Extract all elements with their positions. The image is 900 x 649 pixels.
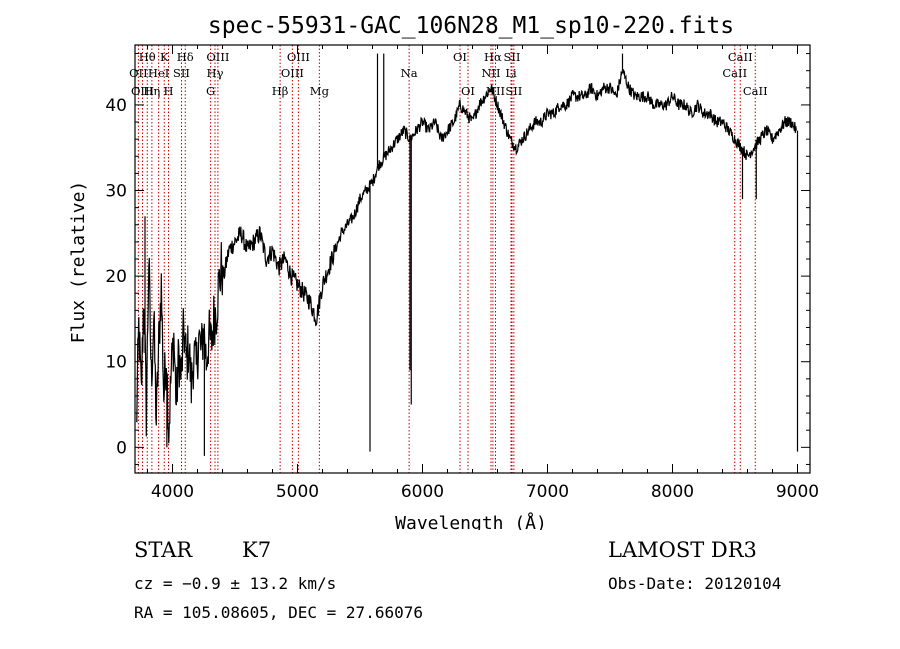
line-label-11: G [206, 84, 215, 98]
line-label-16: Na [401, 66, 418, 80]
line-label-26: CaII [722, 66, 747, 80]
y-axis-ticks: 0 10 20 30 40 [105, 53, 810, 465]
y-tick-label: 30 [105, 182, 127, 202]
line-label-14: Hβ [272, 84, 289, 98]
line-label-27: CaII [743, 84, 768, 98]
survey-name: LAMOST DR3 [608, 538, 757, 562]
spectrum-line [135, 69, 797, 444]
line-label-23: Li [505, 66, 517, 80]
line-label-18: OI [461, 84, 475, 98]
x-tick-label: 8000 [651, 482, 694, 502]
line-label-12: OIII [287, 50, 310, 64]
x-tick-label: 5000 [276, 482, 319, 502]
y-tick-label: 20 [105, 267, 127, 287]
line-label-4: HeI [148, 66, 169, 80]
object-subclass: K7 [242, 538, 272, 562]
line-label-0: Hθ [139, 50, 156, 64]
x-tick-label: 9000 [776, 482, 819, 502]
y-axis-label: Flux (relative) [68, 181, 89, 344]
spectrum-chart: spec-55931-GAC_106N28_M1_sp10-220.fits H… [68, 13, 819, 530]
line-label-25: CaII [728, 50, 753, 64]
x-tick-label: 7000 [526, 482, 569, 502]
line-label-9: OIII [206, 50, 229, 64]
line-label-24: SII [505, 84, 522, 98]
spectrum-spikes [144, 53, 799, 456]
line-label-5: Hη [143, 84, 160, 98]
line-label-15: Mg [310, 84, 330, 98]
redshift-text: cz = −0.9 ± 13.2 km/s [134, 574, 337, 593]
x-axis-ticks: 4000 5000 6000 7000 8000 9000 [147, 45, 819, 502]
line-label-1: OII [129, 66, 148, 80]
line-label-10: Hγ [207, 66, 224, 80]
line-label-17: OI [453, 50, 467, 64]
line-label-19: Hα [484, 50, 502, 64]
line-label-3: K [160, 50, 169, 64]
line-label-20: NII [481, 66, 500, 80]
object-type: STAR [134, 538, 193, 562]
classification: STAR K7 [134, 538, 271, 562]
line-label-6: Hδ [177, 50, 194, 64]
x-tick-label: 4000 [151, 482, 194, 502]
ra-dec: RA = 105.08605, DEC = 27.66076 [134, 603, 423, 622]
y-tick-label: 10 [105, 353, 127, 373]
line-label-7: SII [173, 66, 190, 80]
plot-frame [134, 44, 811, 474]
obs-date: Obs-Date: 20120104 [608, 574, 782, 593]
chart-title: spec-55931-GAC_106N28_M1_sp10-220.fits [208, 13, 734, 39]
line-label-22: SII [504, 50, 521, 64]
y-tick-label: 40 [105, 96, 127, 116]
line-label-8: H [163, 84, 173, 98]
spectral-line-markers [137, 45, 756, 473]
y-tick-label: 0 [116, 438, 127, 458]
x-tick-label: 6000 [401, 482, 444, 502]
x-axis-label: Wavelength (Å) [395, 512, 547, 530]
line-label-13: OIII [281, 66, 304, 80]
